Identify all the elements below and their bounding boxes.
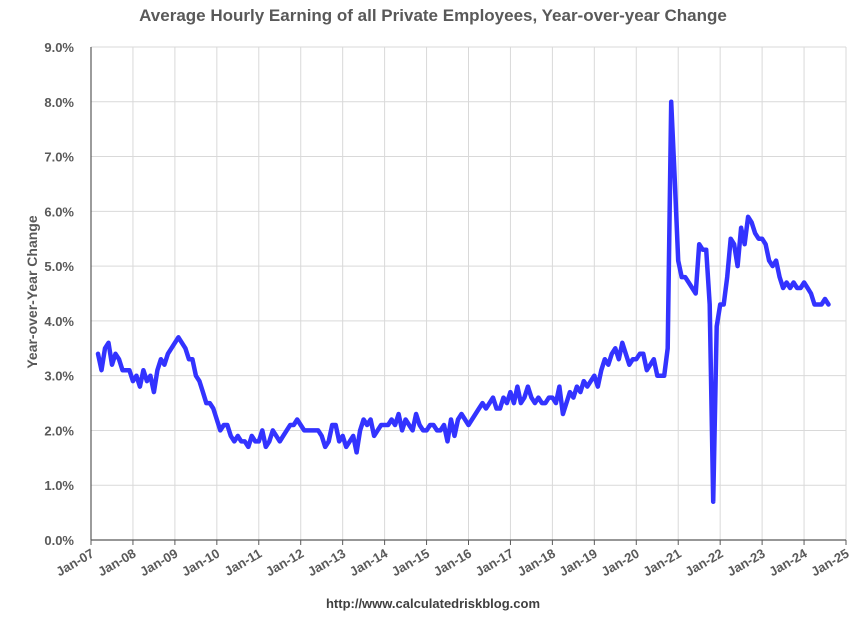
x-tick-label: Jan-16 [431, 546, 474, 580]
y-tick-label: 6.0% [44, 204, 74, 219]
y-tick-label: 0.0% [44, 533, 74, 548]
x-tick-label: Jan-13 [305, 546, 348, 580]
source-url: http://www.calculatedriskblog.com [325, 596, 541, 611]
x-tick-label: Jan-15 [389, 546, 432, 580]
x-tick-label: Jan-10 [179, 546, 222, 580]
y-tick-label: 1.0% [44, 478, 74, 493]
x-tick-label: Jan-25 [808, 546, 851, 580]
x-tick-label: Jan-08 [95, 546, 138, 580]
y-tick-label: 9.0% [44, 40, 74, 55]
y-tick-label: 8.0% [44, 95, 74, 110]
y-tick-label: 3.0% [44, 369, 74, 384]
x-tick-label: Jan-11 [222, 546, 265, 579]
y-tick-label: 5.0% [44, 259, 74, 274]
x-tick-label: Jan-12 [263, 546, 306, 580]
x-tick-label: Jan-14 [347, 545, 391, 579]
x-tick-label: Jan-18 [515, 546, 558, 580]
x-tick-label: Jan-24 [766, 545, 810, 579]
chart-title: Average Hourly Earning of all Private Em… [139, 6, 727, 25]
x-tick-label: Jan-22 [682, 546, 725, 580]
x-tick-label: Jan-21 [641, 546, 684, 580]
y-tick-label: 4.0% [44, 314, 74, 329]
y-tick-label: 7.0% [44, 150, 74, 165]
x-tick-label: Jan-19 [557, 546, 600, 580]
x-tick-label: Jan-23 [724, 546, 767, 580]
y-tick-label: 2.0% [44, 423, 74, 438]
x-tick-label: Jan-09 [137, 546, 180, 580]
x-tick-label: Jan-17 [473, 546, 516, 580]
x-tick-label: Jan-07 [53, 546, 96, 580]
x-tick-label: Jan-20 [599, 546, 642, 580]
series-line [95, 99, 831, 504]
